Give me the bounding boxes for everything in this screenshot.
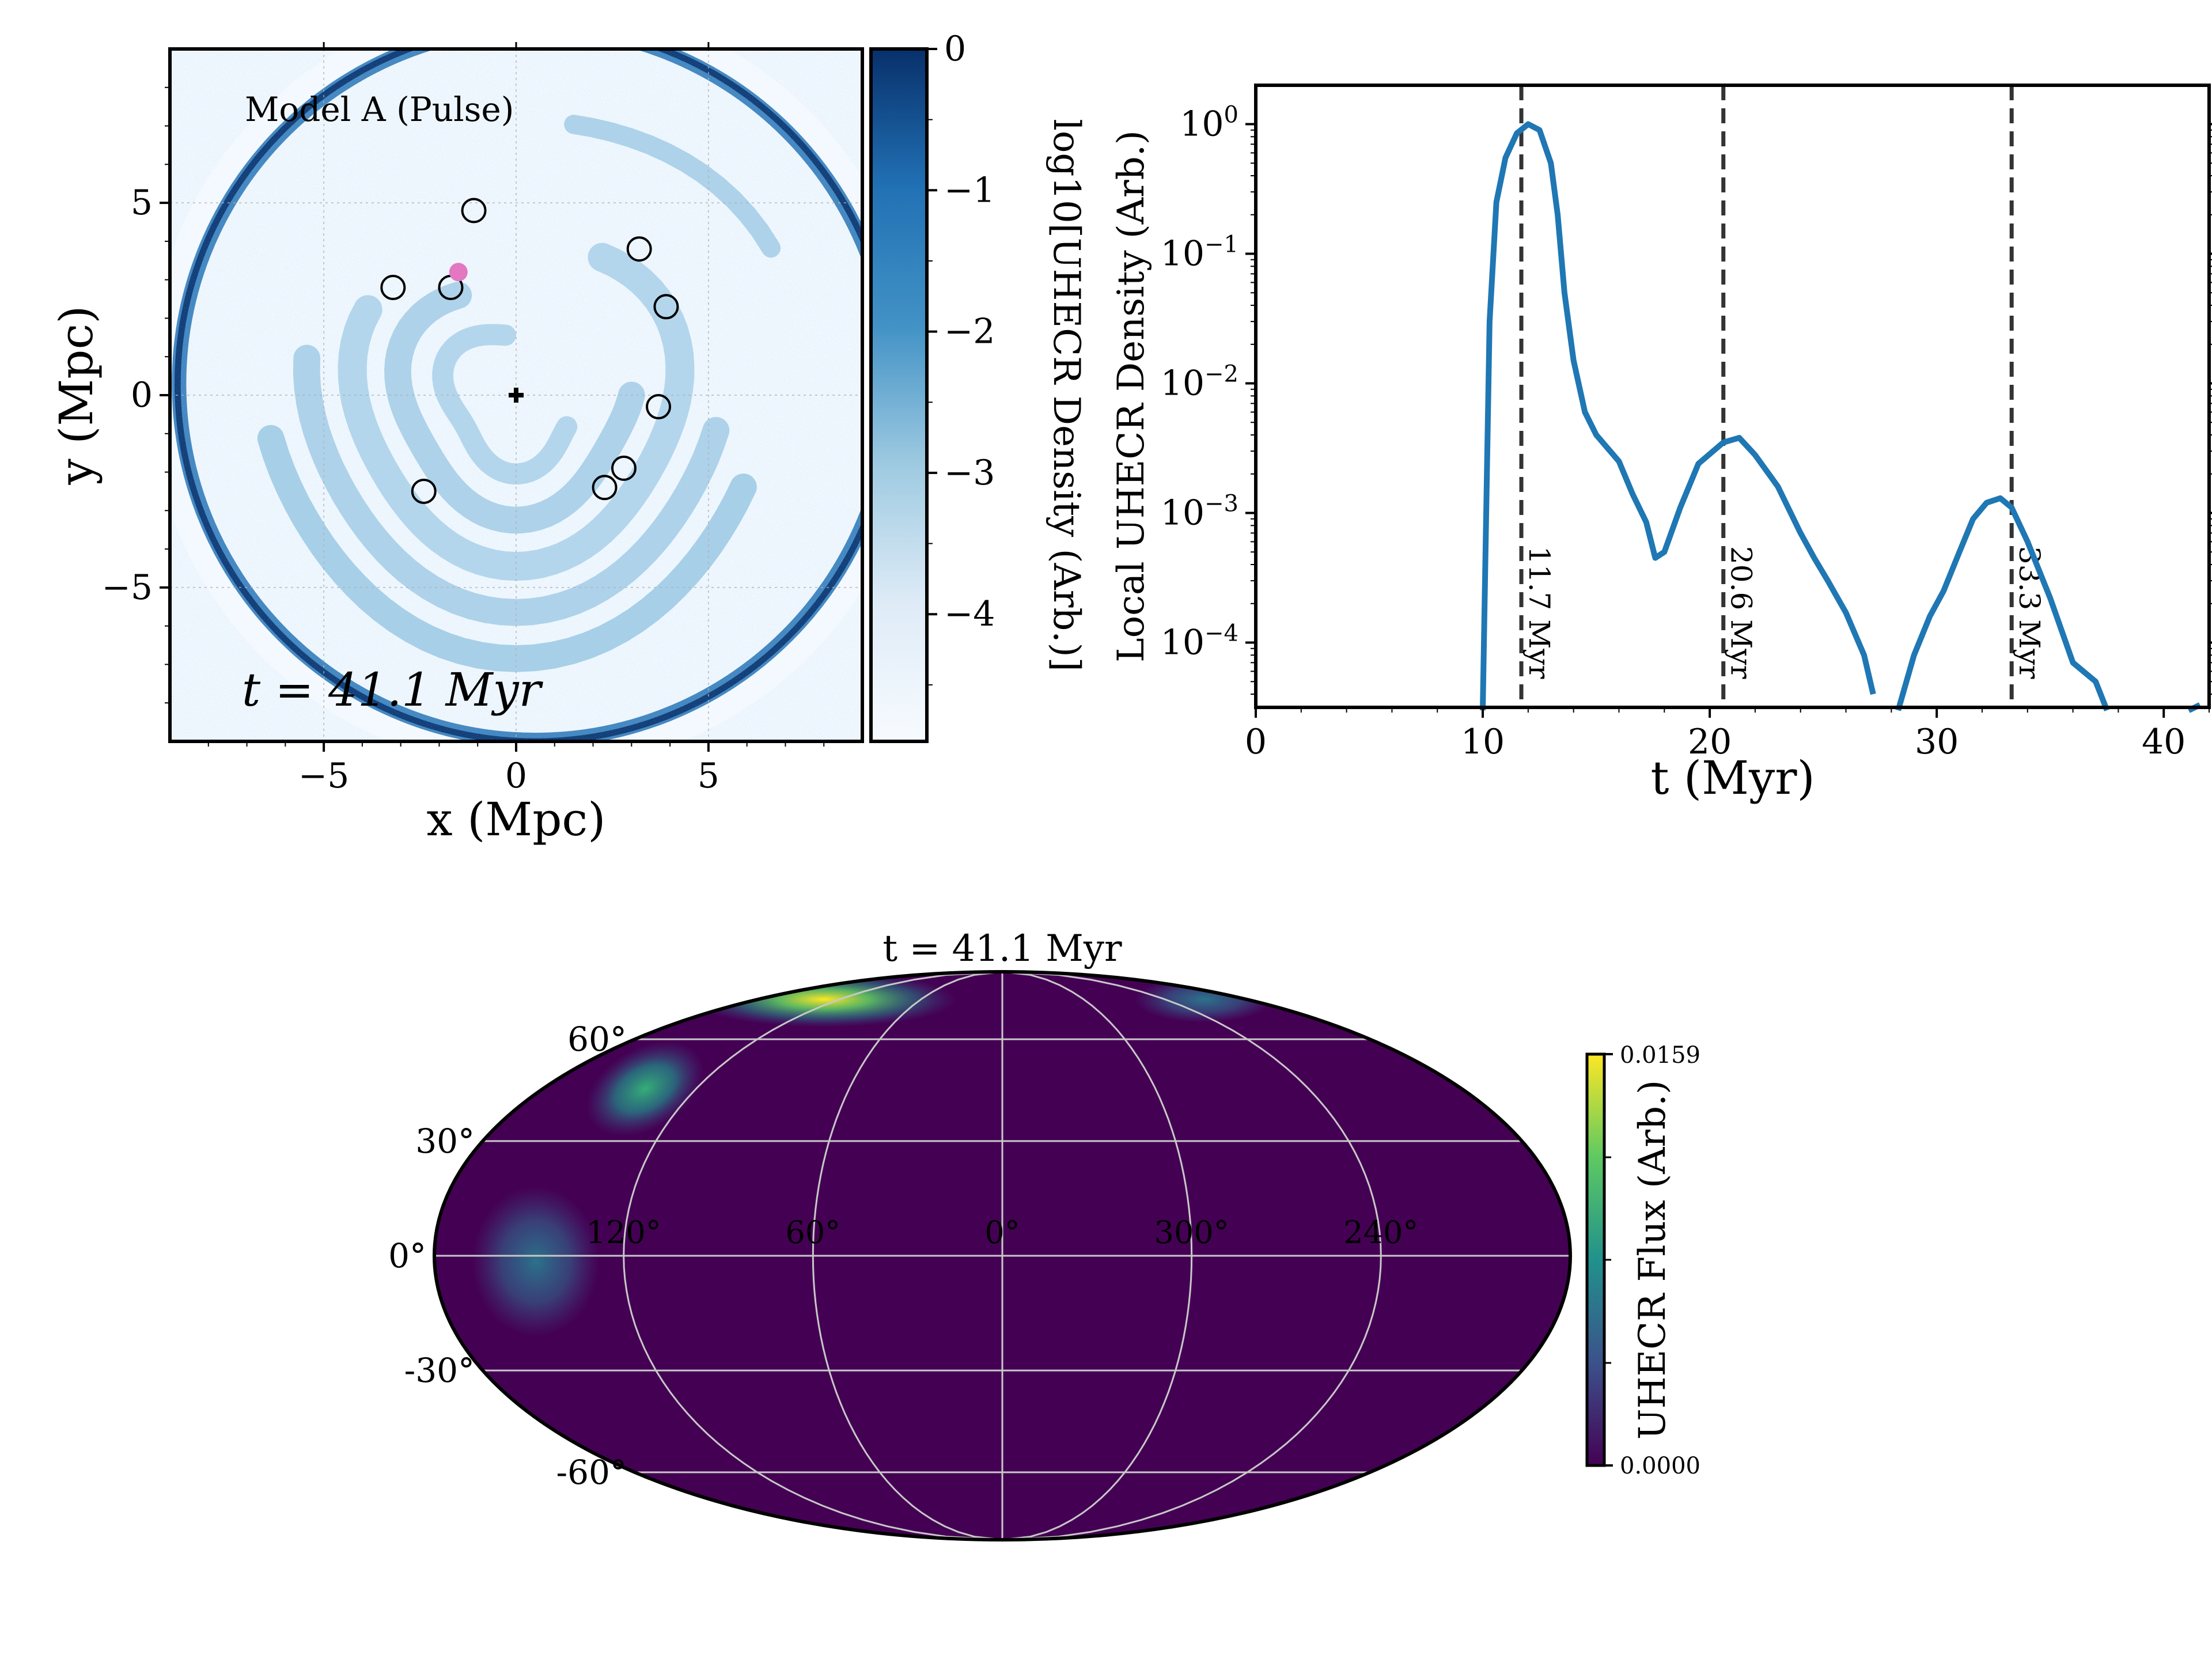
- y-tick-label: 10−4: [1161, 620, 1238, 663]
- longitude-label: 60°: [785, 1214, 840, 1251]
- longitude-label: 0°: [984, 1214, 1020, 1251]
- active-source-dot: [449, 263, 468, 282]
- latitude-label: -30°: [404, 1351, 475, 1390]
- sky-map-title: t = 41.1 Myr: [882, 927, 1122, 970]
- source-markers: [380, 198, 679, 504]
- y-tick-label: 5: [131, 183, 153, 223]
- colorbar-tick-label: −1: [944, 170, 995, 210]
- colorbar-tick-label: −4: [944, 594, 995, 634]
- colorbar-tick-label: −3: [944, 453, 995, 493]
- y-tick-label: 100: [1180, 102, 1238, 145]
- longitude-label: 240°: [1343, 1214, 1418, 1251]
- model-label: Model A (Pulse): [245, 90, 514, 129]
- source-circle: [646, 394, 672, 420]
- source-circle: [461, 198, 487, 224]
- x-tick-label: 0: [505, 756, 527, 796]
- x-tick-label: −5: [298, 756, 349, 796]
- x-tick-label: 40: [2142, 722, 2186, 762]
- latitude-label: 30°: [415, 1122, 475, 1161]
- source-circle: [411, 478, 437, 504]
- density-time-label: t = 41.1 Myr: [242, 663, 544, 717]
- time-series-x-axis-label: t (Myr): [1650, 751, 1815, 805]
- source-circle: [592, 475, 618, 501]
- density-curve: [1895, 495, 2110, 711]
- x-tick-label: 20: [1688, 722, 1732, 762]
- density-colorbar-label: log10[UHECR Density (Arb.)]: [1045, 119, 1088, 671]
- flux-colorbar-max-label: 0.0159: [1620, 1042, 1700, 1069]
- y-tick-label: −5: [102, 567, 153, 608]
- source-circle: [611, 455, 637, 481]
- source-circle: [626, 236, 652, 262]
- vline-label: 33.3 Myr: [2013, 546, 2046, 679]
- latitude-label: 60°: [567, 1020, 627, 1059]
- time-series-panel: 11.7 Myr 20.6 Myr 33.3 Myr 0 10 20 30 40 100 10−…: [1110, 84, 2212, 805]
- density-colorbar-ticks: 0 −1 −2 −3 −4: [927, 29, 995, 685]
- density-map-panel: −5 0 5 −5 0 5 Model A (Pulse) t = 41.1 Myr x …: [50, 29, 1088, 846]
- x-tick-label: 10: [1461, 722, 1505, 762]
- time-series-lines: 11.7 Myr 20.6 Myr 33.3 Myr: [1480, 85, 2202, 713]
- density-y-axis-label: y (Mpc): [50, 306, 103, 486]
- sky-map-labels: 60° 30° 0° -30° -60° 120° 60° 0° 300° 240°: [388, 1020, 1418, 1492]
- density-map-grid: [170, 49, 862, 741]
- source-circle: [653, 294, 679, 320]
- colorbar-tick-label: −2: [944, 312, 995, 352]
- longitude-label: 120°: [586, 1214, 661, 1251]
- y-tick-label: 10−1: [1161, 232, 1238, 274]
- latitude-label: 0°: [388, 1236, 426, 1275]
- flux-colorbar: [1585, 1052, 1606, 1467]
- flux-colorbar-label: UHECR Flux (Arb.): [1631, 1080, 1674, 1440]
- vline-label: 20.6 Myr: [1725, 546, 1758, 679]
- flux-colorbar-min-label: 0.0000: [1620, 1453, 1700, 1479]
- flux-hotspots: [472, 972, 1273, 1336]
- density-x-axis-label: x (Mpc): [427, 793, 606, 846]
- sky-map-graticule: [434, 972, 1570, 1540]
- colorbar-tick-label: 0: [944, 29, 966, 69]
- y-tick-label: 10−2: [1161, 361, 1238, 404]
- observer-marker: [509, 388, 524, 403]
- sky-map-frame: [433, 970, 1572, 1541]
- density-curve: [1480, 121, 1876, 711]
- y-tick-label: 0: [131, 375, 153, 415]
- time-series-axes: 0 10 20 30 40 100 10−1 10−2 10−3 10−4: [1161, 102, 2212, 762]
- vline-label: 11.7 Myr: [1522, 546, 1556, 679]
- longitude-label: 300°: [1154, 1214, 1229, 1251]
- source-circle: [380, 275, 406, 301]
- x-tick-label: 0: [1245, 722, 1267, 762]
- x-tick-label: 30: [1915, 722, 1959, 762]
- sky-map-panel: t = 41.1 Myr 60° 30° 0° -30° -60° 120° 60° 0° 30…: [388, 927, 1700, 1541]
- hotspot-equator: [472, 1187, 599, 1336]
- y-tick-label: 10−3: [1161, 491, 1238, 533]
- hotspot-mid: [586, 1041, 704, 1136]
- time-series-y-axis-label: Local UHECR Density (Arb.): [1110, 130, 1153, 662]
- x-tick-label: 5: [698, 756, 719, 796]
- latitude-label: -60°: [556, 1453, 627, 1492]
- density-map-axes: −5 0 5 −5 0 5: [102, 42, 825, 796]
- density-colorbar: [869, 47, 929, 743]
